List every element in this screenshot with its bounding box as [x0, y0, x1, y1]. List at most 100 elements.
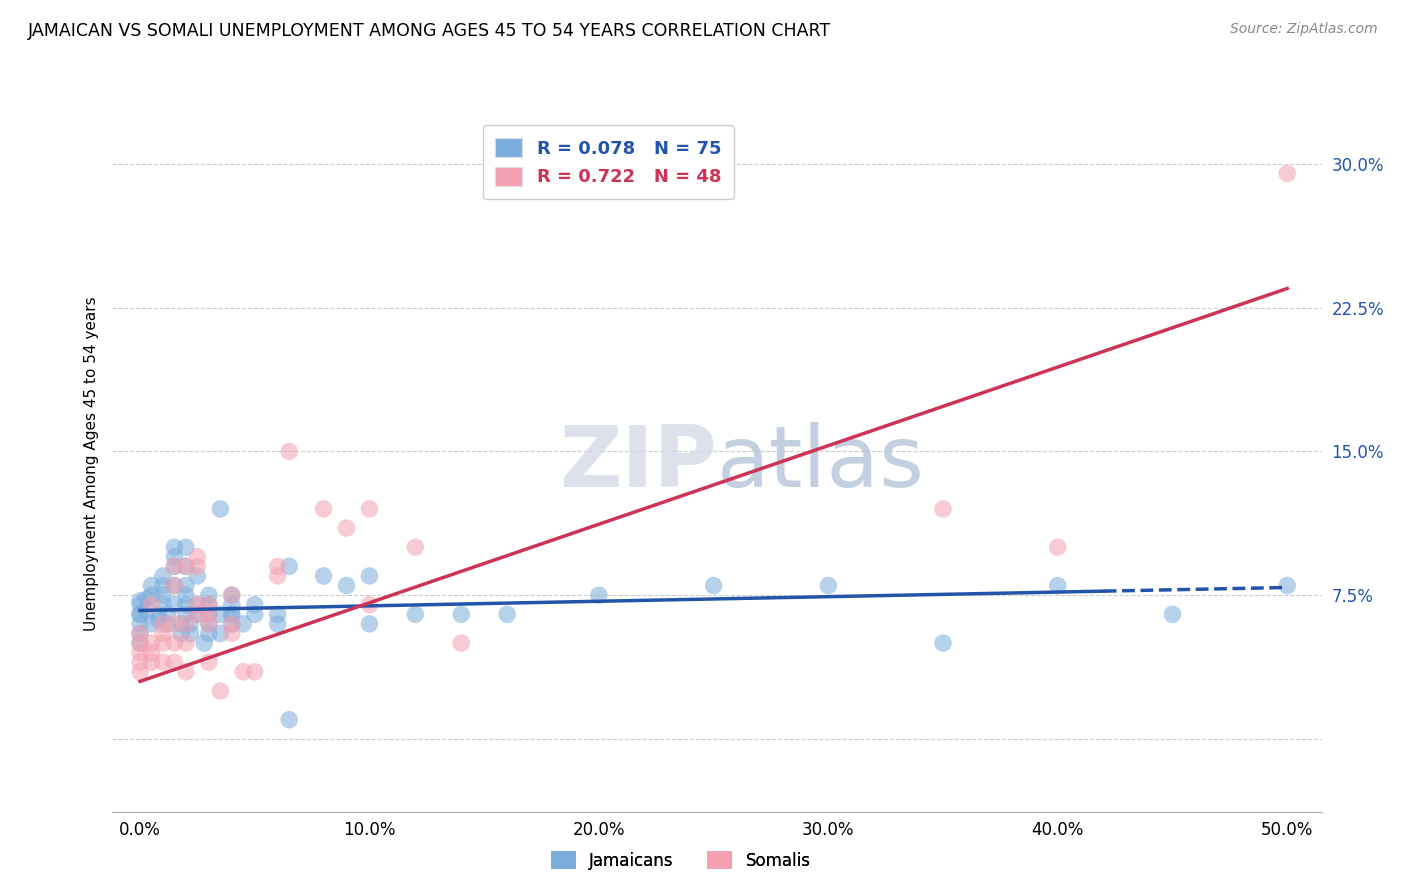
Point	[193, 636, 215, 650]
Point	[932, 636, 955, 650]
Point	[186, 549, 208, 564]
Point	[186, 569, 208, 583]
Point	[163, 549, 186, 564]
Point	[817, 578, 839, 592]
Point	[163, 598, 186, 612]
Point	[174, 559, 197, 574]
Point	[135, 591, 157, 606]
Point	[496, 607, 519, 622]
Point	[404, 540, 426, 554]
Point	[174, 607, 197, 622]
Point	[141, 655, 163, 669]
Point	[141, 616, 163, 631]
Point	[141, 646, 163, 660]
Point	[129, 616, 152, 631]
Point	[588, 588, 610, 602]
Point	[221, 616, 243, 631]
Point	[1046, 578, 1069, 592]
Point	[932, 501, 955, 516]
Point	[450, 607, 472, 622]
Point	[1277, 578, 1299, 592]
Point	[232, 665, 254, 679]
Point	[450, 636, 472, 650]
Point	[174, 598, 197, 612]
Point	[129, 636, 152, 650]
Point	[163, 559, 186, 574]
Point	[152, 626, 174, 640]
Point	[312, 501, 335, 516]
Point	[278, 444, 301, 458]
Point	[129, 607, 152, 622]
Legend: Jamaicans, Somalis: Jamaicans, Somalis	[544, 845, 817, 877]
Point	[148, 613, 170, 627]
Point	[152, 655, 174, 669]
Point	[186, 607, 208, 622]
Point	[198, 607, 221, 622]
Point	[163, 559, 186, 574]
Point	[198, 607, 221, 622]
Point	[335, 521, 357, 535]
Point	[129, 594, 152, 608]
Point	[174, 616, 197, 631]
Point	[198, 598, 221, 612]
Point	[278, 713, 301, 727]
Point	[163, 578, 186, 592]
Point	[1277, 166, 1299, 180]
Point	[129, 607, 152, 622]
Point	[163, 616, 186, 631]
Point	[179, 626, 201, 640]
Point	[359, 569, 381, 583]
Point	[209, 607, 232, 622]
Point	[209, 626, 232, 640]
Point	[312, 569, 335, 583]
Point	[129, 626, 152, 640]
Point	[221, 607, 243, 622]
Point	[129, 626, 152, 640]
Point	[198, 598, 221, 612]
Point	[174, 578, 197, 592]
Point	[221, 598, 243, 612]
Point	[129, 636, 152, 650]
Point	[266, 616, 288, 631]
Point	[148, 607, 170, 622]
Point	[156, 616, 179, 631]
Point	[186, 607, 208, 622]
Point	[141, 578, 163, 592]
Point	[152, 616, 174, 631]
Point	[221, 607, 243, 622]
Point	[359, 616, 381, 631]
Point	[135, 603, 157, 617]
Point	[359, 501, 381, 516]
Point	[186, 598, 208, 612]
Point	[1161, 607, 1184, 622]
Text: JAMAICAN VS SOMALI UNEMPLOYMENT AMONG AGES 45 TO 54 YEARS CORRELATION CHART: JAMAICAN VS SOMALI UNEMPLOYMENT AMONG AG…	[28, 22, 831, 40]
Point	[174, 559, 197, 574]
Point	[129, 598, 152, 612]
Point	[163, 540, 186, 554]
Point	[163, 578, 186, 592]
Point	[186, 559, 208, 574]
Point	[404, 607, 426, 622]
Point	[156, 607, 179, 622]
Point	[335, 578, 357, 592]
Point	[174, 636, 197, 650]
Point	[359, 598, 381, 612]
Point	[198, 655, 221, 669]
Y-axis label: Unemployment Among Ages 45 to 54 years: Unemployment Among Ages 45 to 54 years	[83, 296, 98, 632]
Point	[152, 578, 174, 592]
Point	[179, 616, 201, 631]
Point	[243, 607, 266, 622]
Point	[209, 501, 232, 516]
Point	[221, 588, 243, 602]
Point	[129, 655, 152, 669]
Point	[174, 665, 197, 679]
Point	[221, 588, 243, 602]
Point	[129, 665, 152, 679]
Point	[278, 559, 301, 574]
Point	[198, 626, 221, 640]
Text: Source: ZipAtlas.com: Source: ZipAtlas.com	[1230, 22, 1378, 37]
Point	[198, 616, 221, 631]
Point	[174, 588, 197, 602]
Point	[141, 588, 163, 602]
Point	[198, 616, 221, 631]
